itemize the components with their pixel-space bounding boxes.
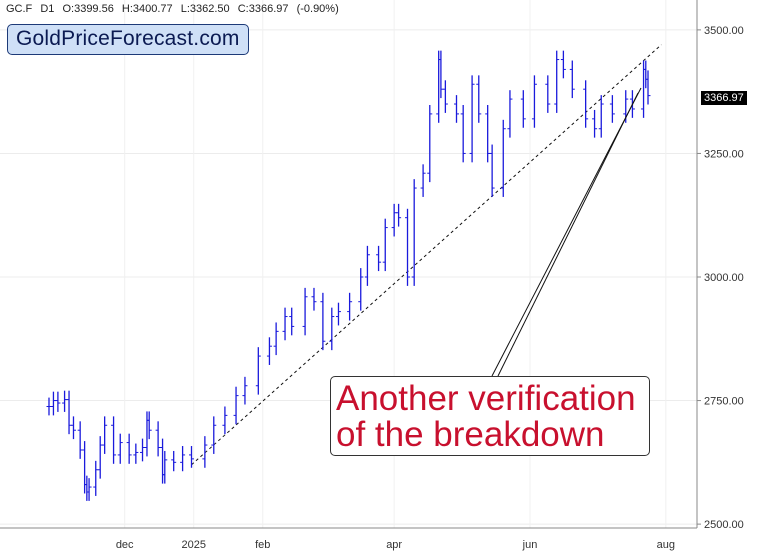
price-bar: [335, 302, 341, 326]
price-bar: [569, 60, 575, 99]
price-bar: [347, 292, 353, 321]
price-bar: [133, 443, 139, 464]
price-bar: [86, 478, 92, 501]
price-bar: [469, 75, 475, 163]
price-bar: [302, 287, 308, 336]
price-bar: [117, 433, 123, 464]
price-bar: [320, 292, 326, 351]
open-value: O:3399.56: [62, 3, 114, 15]
price-bar: [442, 80, 448, 113]
x-tick-label: 2025: [181, 539, 205, 551]
price-bar: [222, 406, 228, 435]
x-tick-label: dec: [116, 539, 134, 551]
price-bar: [311, 287, 317, 311]
price-bar: [255, 347, 261, 395]
price-bar: [391, 203, 397, 237]
last-price-label: 3366.97: [701, 91, 747, 105]
price-bar: [62, 390, 68, 412]
price-bar: [592, 109, 598, 138]
price-bar: [77, 421, 83, 459]
y-tick-label: 3500.00: [704, 25, 744, 37]
price-bar: [140, 438, 146, 462]
price-bar: [609, 95, 615, 123]
price-bar: [146, 411, 152, 440]
price-bar: [171, 450, 177, 472]
price-bar: [189, 446, 195, 468]
price-bar: [282, 307, 288, 341]
price-bar: [202, 436, 208, 468]
price-bar: [500, 119, 506, 197]
price-bar: [405, 208, 411, 286]
annotation-arrow: [491, 87, 642, 377]
low-value: L:3362.50: [180, 3, 230, 15]
symbol-label: GC.F: [6, 3, 33, 15]
price-bar: [531, 75, 537, 128]
x-tick-label: aug: [657, 539, 675, 551]
price-bar: [489, 144, 495, 197]
price-bar: [289, 307, 295, 336]
ohlc-header: GC.F D1 O:3399.56 H:3400.77 L:3362.50 C:…: [6, 3, 344, 15]
price-bar: [55, 391, 61, 412]
price-bar: [382, 218, 388, 272]
close-value: C:3366.97: [237, 3, 289, 15]
price-bar: [396, 203, 402, 227]
annotation-box: Another verification of the breakdown: [330, 376, 650, 456]
price-bar: [102, 416, 108, 454]
high-value: H:3400.77: [121, 3, 173, 15]
price-bar: [211, 416, 217, 454]
price-bar: [583, 80, 589, 128]
price-bar: [97, 436, 103, 479]
y-tick-label: 3000.00: [704, 272, 744, 284]
price-bar: [111, 416, 117, 464]
price-bar: [460, 105, 466, 163]
price-bar: [520, 90, 526, 128]
price-bar: [560, 50, 566, 79]
price-bars: [46, 50, 651, 501]
price-bar: [554, 50, 560, 113]
brand-badge: GoldPriceForecast.com: [7, 24, 249, 55]
annotation-line-2: of the breakdown: [336, 415, 605, 454]
price-bar: [507, 90, 513, 138]
price-bar: [545, 75, 551, 113]
axes: 3500.00 3250.00 3000.00 2750.00 2500.00 dec 20…: [0, 0, 744, 551]
y-tick-label: 2750.00: [704, 396, 744, 408]
price-bar: [329, 307, 335, 351]
price-bar: [93, 460, 99, 496]
x-tick-label: jun: [522, 539, 538, 551]
price-bar: [427, 105, 433, 183]
annotation-arrows: [491, 87, 642, 377]
price-bar: [358, 268, 364, 311]
x-tick-label: feb: [255, 539, 270, 551]
price-bar: [645, 70, 651, 105]
price-bar: [411, 179, 417, 286]
price-bar: [155, 421, 161, 457]
price-bar: [50, 391, 56, 416]
price-bar: [266, 337, 272, 365]
price-bar: [476, 75, 482, 123]
price-bar: [126, 433, 132, 464]
price-bar: [162, 450, 168, 484]
price-bar: [364, 245, 370, 286]
x-tick-label: apr: [386, 539, 402, 551]
price-bar: [70, 416, 76, 440]
price-bar: [454, 95, 460, 123]
price-bar: [180, 446, 186, 472]
price-bar: [273, 322, 279, 356]
price-bar: [66, 390, 72, 435]
annotation-arrow: [497, 92, 639, 377]
price-bar: [242, 376, 248, 405]
price-bar: [420, 164, 426, 197]
price-bar: [598, 95, 604, 138]
y-tick-label: 2500.00: [704, 519, 744, 531]
price-bar: [233, 386, 239, 425]
timeframe-label: D1: [40, 3, 55, 15]
y-tick-label: 3250.00: [704, 148, 744, 160]
change-value: (-0.90%): [296, 3, 339, 15]
annotation-line-1: Another verification: [336, 379, 636, 418]
price-bar: [376, 245, 382, 272]
